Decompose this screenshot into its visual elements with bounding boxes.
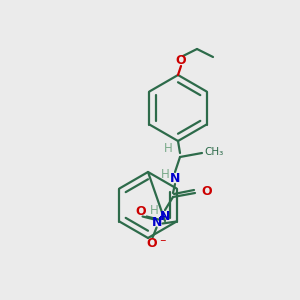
Text: O: O xyxy=(201,185,211,198)
Text: CH₃: CH₃ xyxy=(204,147,223,157)
Text: O: O xyxy=(176,55,186,68)
Text: H: H xyxy=(150,205,158,218)
Text: N: N xyxy=(160,209,170,223)
Text: N: N xyxy=(170,172,180,185)
Text: O: O xyxy=(146,237,157,250)
Text: O: O xyxy=(135,205,146,218)
Text: H: H xyxy=(164,142,172,155)
Text: H: H xyxy=(160,167,169,181)
Text: N: N xyxy=(152,216,162,229)
Text: ⁻: ⁻ xyxy=(160,237,166,250)
Text: +: + xyxy=(158,212,166,221)
